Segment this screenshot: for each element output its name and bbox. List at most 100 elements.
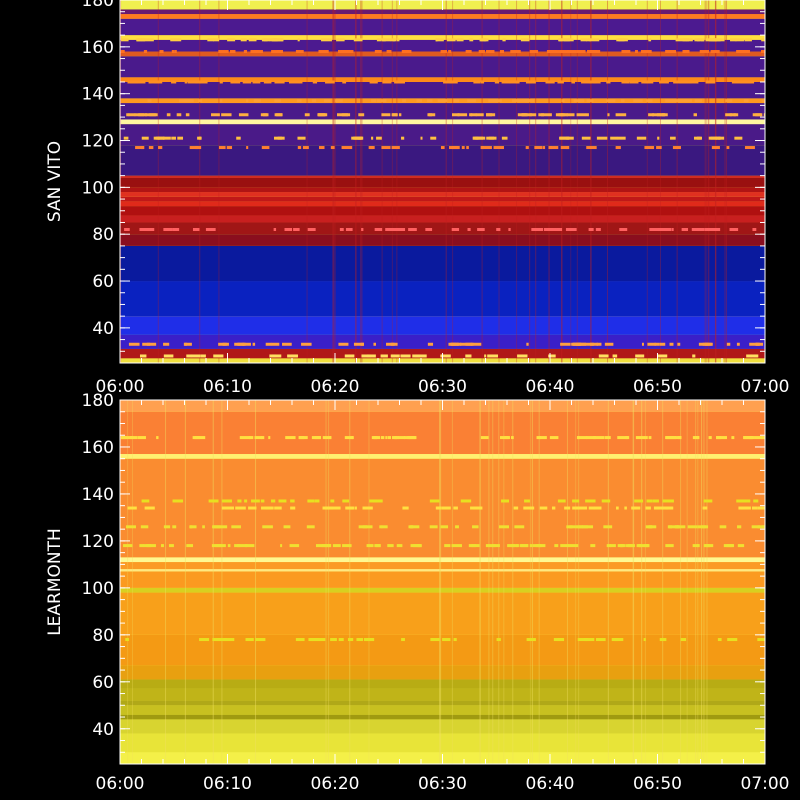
burst-mark <box>643 436 648 440</box>
burst-mark <box>731 80 743 84</box>
burst-mark <box>569 525 577 529</box>
burst-mark <box>123 544 133 548</box>
burst-mark <box>478 50 486 54</box>
burst-mark <box>186 544 194 548</box>
burst-mark <box>141 136 149 140</box>
burst-mark <box>282 342 292 346</box>
time-streak <box>704 0 706 363</box>
burst-mark <box>634 499 644 503</box>
burst-mark <box>142 342 151 346</box>
frequency-band <box>120 206 765 216</box>
burst-mark <box>744 38 752 42</box>
burst-mark <box>254 99 258 103</box>
x-tick-label: 06:20 <box>311 774 360 794</box>
burst-mark <box>265 342 272 346</box>
burst-mark <box>385 436 388 440</box>
frequency-band <box>120 119 765 125</box>
burst-mark <box>560 146 569 150</box>
burst-mark <box>373 342 376 346</box>
burst-mark <box>480 80 485 84</box>
burst-mark <box>172 525 177 529</box>
y-tick-label: 140 <box>82 485 114 505</box>
burst-mark <box>656 146 662 150</box>
frequency-band <box>120 234 765 246</box>
time-streak <box>715 0 717 363</box>
burst-mark <box>366 638 374 642</box>
burst-mark <box>144 506 151 510</box>
frequency-band <box>120 215 765 223</box>
burst-mark <box>140 525 149 529</box>
burst-mark <box>737 544 745 548</box>
burst-mark <box>325 80 332 84</box>
burst-mark <box>428 113 436 117</box>
burst-mark <box>590 50 601 54</box>
burst-mark <box>585 499 593 503</box>
burst-mark <box>592 342 599 346</box>
burst-mark <box>339 228 344 232</box>
burst-mark <box>342 80 347 84</box>
x-tick-label: 06:10 <box>203 774 252 794</box>
burst-mark <box>356 638 364 642</box>
burst-mark <box>391 146 400 150</box>
burst-mark <box>274 99 282 103</box>
burst-mark <box>576 113 586 117</box>
burst-mark <box>330 638 337 642</box>
burst-mark <box>701 525 709 529</box>
burst-mark <box>429 525 438 529</box>
x-tick-label: 06:40 <box>526 774 575 794</box>
burst-mark <box>307 228 316 232</box>
frequency-band <box>120 14 765 19</box>
time-streak <box>184 400 186 764</box>
burst-mark <box>168 544 174 548</box>
burst-mark <box>674 436 682 440</box>
frequency-band <box>120 124 765 146</box>
y-axis-title: LEARMONTH <box>45 528 65 636</box>
burst-mark <box>262 113 268 117</box>
burst-mark <box>387 436 391 440</box>
burst-mark <box>163 354 174 358</box>
burst-mark <box>467 99 476 103</box>
burst-mark <box>593 436 605 440</box>
burst-mark <box>332 544 341 548</box>
burst-mark <box>745 80 755 84</box>
burst-mark <box>517 354 528 358</box>
burst-mark <box>481 146 484 150</box>
burst-mark <box>542 146 546 150</box>
frequency-band <box>120 35 765 40</box>
x-tick-label: 07:00 <box>741 774 790 794</box>
san-vito-spectrogram-panel: 06:00 06:10 06:20 06:30 06:40 06:50 07:00 40 60 8… <box>45 0 790 397</box>
burst-mark <box>624 506 627 510</box>
burst-mark <box>371 136 374 140</box>
burst-mark <box>212 525 218 529</box>
burst-mark <box>442 638 451 642</box>
burst-mark <box>472 525 479 529</box>
burst-mark <box>172 499 183 503</box>
burst-mark <box>525 80 533 84</box>
burst-mark <box>719 525 727 529</box>
time-streak <box>512 400 514 764</box>
burst-mark <box>700 38 705 42</box>
burst-mark <box>345 506 354 510</box>
burst-mark <box>696 228 705 232</box>
burst-mark <box>511 436 514 440</box>
burst-mark <box>693 113 697 117</box>
time-streak <box>516 0 518 363</box>
burst-mark <box>307 499 312 503</box>
burst-mark <box>449 80 458 84</box>
burst-mark <box>207 38 214 42</box>
burst-mark <box>658 228 664 232</box>
time-streak <box>306 0 308 363</box>
burst-mark <box>403 436 411 440</box>
burst-mark <box>440 50 447 54</box>
burst-mark <box>219 80 223 84</box>
burst-mark <box>589 38 600 42</box>
burst-mark <box>351 436 354 440</box>
burst-mark <box>725 99 733 103</box>
time-streak <box>199 0 201 363</box>
time-streak <box>646 0 648 363</box>
time-streak <box>333 0 335 363</box>
burst-mark <box>470 342 482 346</box>
burst-mark <box>668 525 672 529</box>
burst-mark <box>465 354 472 358</box>
